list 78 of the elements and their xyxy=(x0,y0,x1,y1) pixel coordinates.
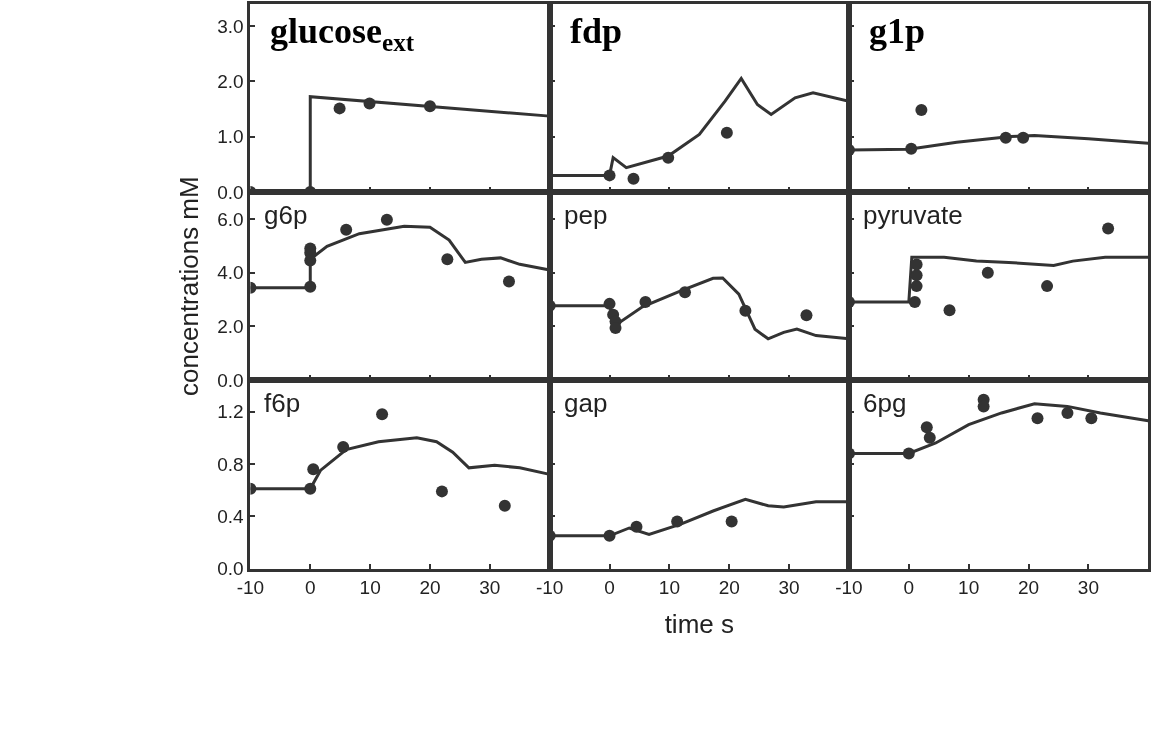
chart-title: pyruvate xyxy=(863,200,963,230)
chart-title: 6pg xyxy=(863,388,907,418)
x-tick-label: 10 xyxy=(359,577,381,599)
x-tick-label: 0 xyxy=(604,577,615,599)
chart-title: pep xyxy=(564,200,608,230)
y-tick-label: 3.0 xyxy=(217,15,244,37)
y-tick-label: 2.0 xyxy=(217,316,244,338)
point xyxy=(435,485,448,498)
point xyxy=(910,269,923,282)
point xyxy=(304,482,317,495)
point xyxy=(307,463,320,476)
chart-title: g6p xyxy=(264,200,308,230)
point xyxy=(376,408,389,421)
point xyxy=(920,421,933,434)
point xyxy=(1017,131,1030,144)
point xyxy=(910,280,923,293)
point xyxy=(498,499,511,512)
x-tick-label: 20 xyxy=(419,577,441,599)
x-tick-label: 10 xyxy=(658,577,680,599)
y-tick-label: 0.4 xyxy=(217,505,245,527)
chart-title: glucose$_{ext}$ xyxy=(270,11,415,56)
chart-title: g1p xyxy=(869,11,926,51)
point xyxy=(981,266,994,279)
chart-title: gap xyxy=(564,388,608,418)
point xyxy=(905,142,918,155)
point xyxy=(1041,280,1054,293)
x-tick-label: 20 xyxy=(1017,577,1040,599)
y-tick-label: 1.2 xyxy=(217,401,244,423)
y-tick-label: 0.0 xyxy=(217,369,244,391)
x-tick-label: 0 xyxy=(304,577,316,599)
x-tick-label: -10 xyxy=(535,577,564,599)
point xyxy=(423,100,436,113)
point xyxy=(739,304,752,317)
point xyxy=(678,286,691,299)
point xyxy=(662,151,675,164)
y-axis-title: concentrations mM xyxy=(173,176,204,396)
point xyxy=(923,431,936,444)
y-tick-label: 1.0 xyxy=(217,126,244,148)
point xyxy=(639,295,652,308)
point xyxy=(627,172,640,185)
x-axis-title: time s xyxy=(664,609,734,640)
x-tick-label: 20 xyxy=(718,577,740,599)
x-tick-label: 0 xyxy=(903,577,915,599)
y-tick-label: 6.0 xyxy=(217,208,244,230)
y-tick-label: 0.8 xyxy=(217,453,244,475)
point xyxy=(603,297,616,310)
x-tick-label: 30 xyxy=(778,577,800,599)
point xyxy=(800,309,813,322)
point xyxy=(502,275,515,288)
point xyxy=(441,253,454,266)
x-tick-label: -10 xyxy=(236,577,265,599)
point xyxy=(603,169,616,182)
chart-title: f6p xyxy=(264,388,301,418)
x-tick-label: 30 xyxy=(1077,577,1099,599)
point xyxy=(1061,406,1074,419)
chart-title: fdp xyxy=(570,11,623,51)
point xyxy=(380,213,393,226)
point xyxy=(363,97,376,110)
point xyxy=(902,447,915,460)
point xyxy=(1102,222,1115,235)
y-tick-label: 2.0 xyxy=(217,70,244,92)
point xyxy=(1031,412,1044,425)
point xyxy=(1085,412,1098,425)
point xyxy=(915,104,928,117)
x-tick-label: 10 xyxy=(958,577,980,599)
point xyxy=(333,102,346,115)
point xyxy=(943,304,956,317)
y-tick-label: 4.0 xyxy=(217,262,244,284)
point xyxy=(337,440,350,453)
y-tick-label: 0.0 xyxy=(217,181,244,203)
x-tick-label: -10 xyxy=(835,577,863,599)
point xyxy=(720,126,733,139)
x-tick-label: 30 xyxy=(479,577,501,599)
point xyxy=(908,295,921,308)
point xyxy=(304,280,317,293)
y-tick-label: 0.0 xyxy=(217,558,244,580)
point xyxy=(340,223,353,236)
point xyxy=(999,131,1012,144)
